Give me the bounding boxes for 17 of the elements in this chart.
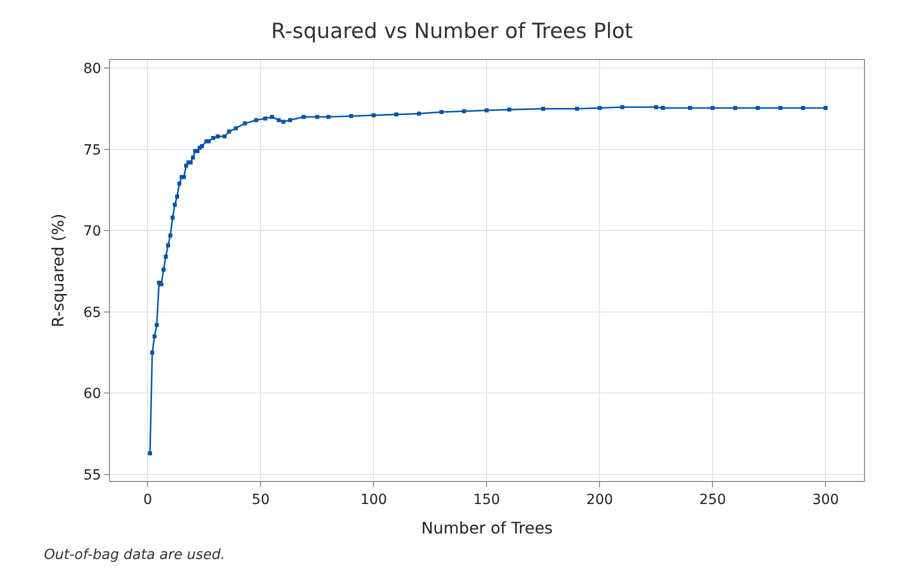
chart-title: R-squared vs Number of Trees Plot [271,19,633,44]
x-tick-label: 50 [252,492,270,508]
y-tick-label: 80 [83,61,102,78]
y-axis-title: R-squared (%) [48,214,68,328]
x-tick-label: 300 [812,492,839,508]
y-tick-label: 75 [83,142,102,158]
x-tick-label: 150 [473,492,500,508]
y-tick-label: 55 [83,467,102,484]
x-tick-label: 0 [143,492,152,508]
y-tick-label: 60 [83,386,102,402]
y-tick-label: 65 [83,304,102,321]
text: Out-of-bag data are used. [44,547,226,563]
x-tick-label: 100 [360,492,388,508]
x-axis-title: Number of Trees [421,518,553,538]
x-tick-label: 200 [586,492,614,508]
x-tick-label: 250 [699,492,726,508]
y-tick-label: 70 [83,224,102,240]
